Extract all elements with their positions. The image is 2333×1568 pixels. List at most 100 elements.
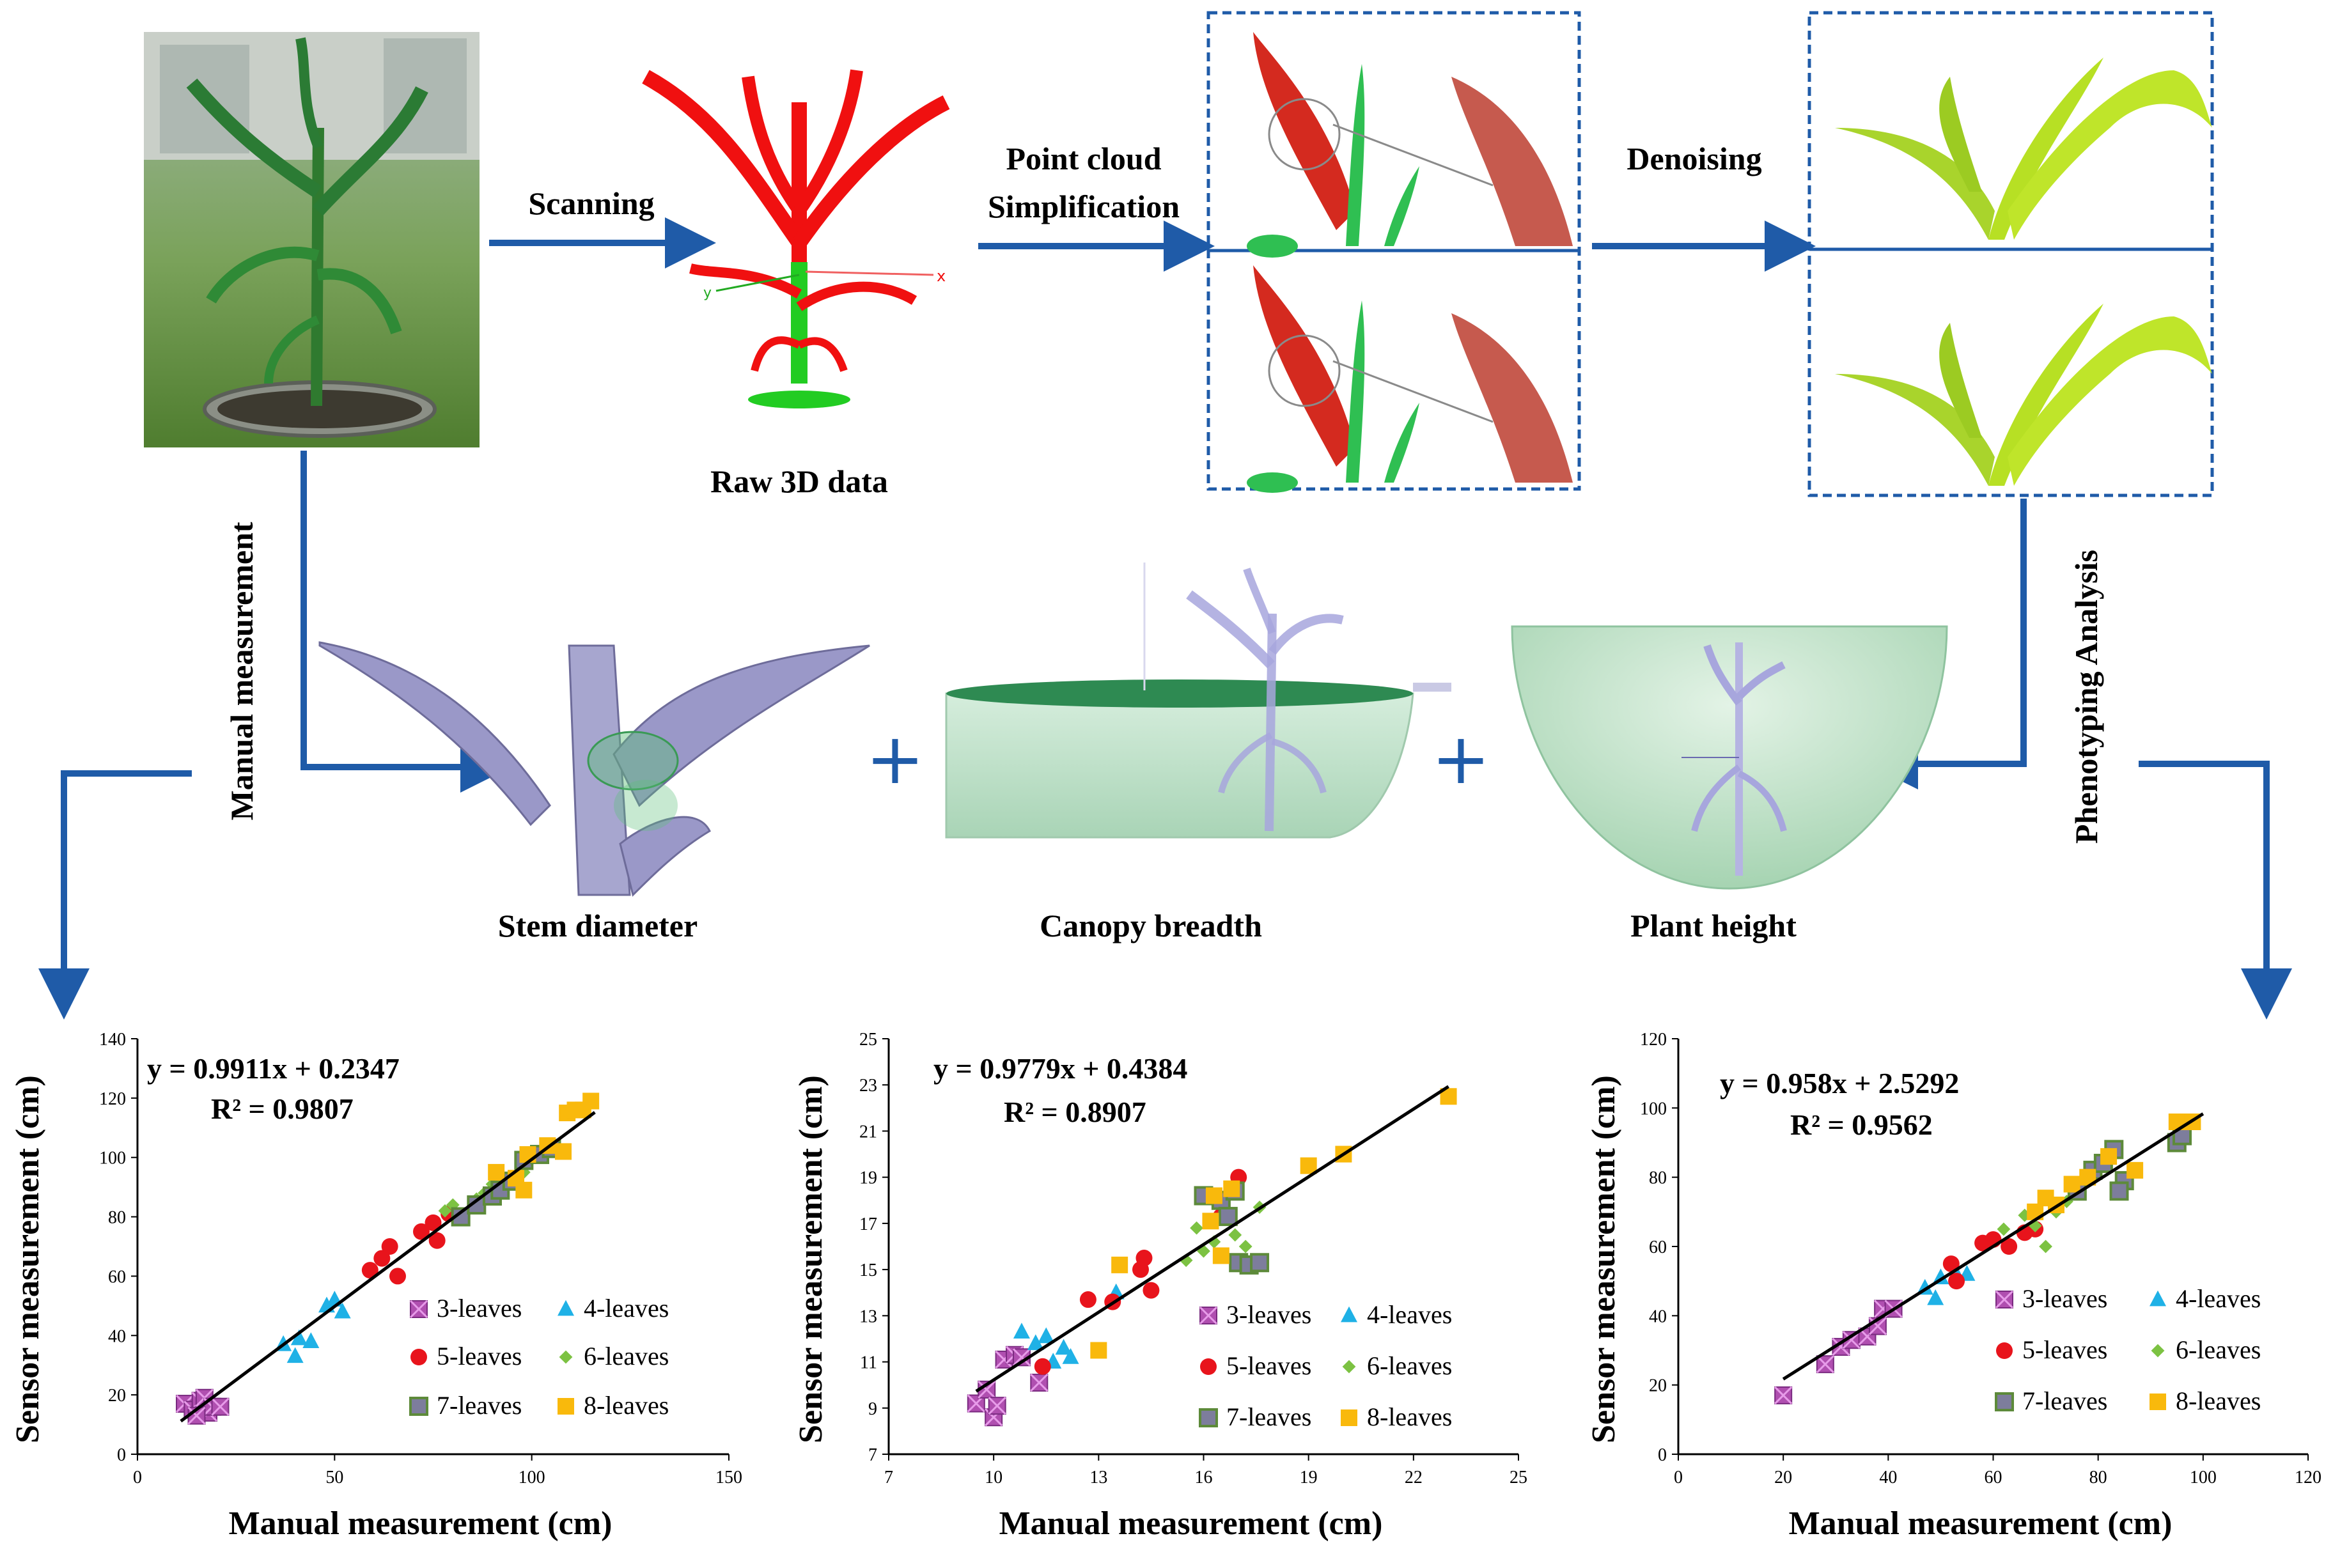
point-7-leaves bbox=[1199, 1408, 1218, 1427]
point-7-leaves bbox=[1250, 1253, 1270, 1273]
point-5-leaves bbox=[1200, 1358, 1217, 1375]
r-squared: R² = 0.8907 bbox=[1004, 1096, 1146, 1128]
point-3-leaves-cross bbox=[978, 1380, 996, 1399]
point-4-leaves bbox=[1027, 1334, 1044, 1351]
x-tick-label: 100 bbox=[519, 1468, 545, 1487]
legend-label-5-leaves: 5-leaves bbox=[437, 1342, 522, 1370]
y-tick-label: 7 bbox=[868, 1445, 877, 1465]
legend-label-7-leaves: 7-leaves bbox=[2022, 1386, 2107, 1415]
x-tick-label: 40 bbox=[1879, 1468, 1897, 1487]
raw-axis-y-label: y bbox=[703, 285, 712, 301]
y-tick-label: 120 bbox=[99, 1089, 126, 1109]
point-5-leaves bbox=[428, 1232, 446, 1249]
point-3-leaves-cross bbox=[1995, 1290, 2014, 1309]
x-tick-label: 22 bbox=[1405, 1468, 1423, 1487]
point-6-leaves bbox=[1207, 1235, 1221, 1249]
point-7-leaves bbox=[409, 1397, 428, 1416]
y-tick-label: 100 bbox=[1640, 1099, 1667, 1119]
denoised-panel bbox=[1807, 11, 2214, 497]
trend-line bbox=[180, 1111, 596, 1423]
scanning-label: Scanning bbox=[528, 185, 654, 221]
legend-label-8-leaves: 8-leaves bbox=[1367, 1402, 1452, 1431]
plant-height-chart: 0 20 40 60 80 100 120 0 20 40 60 80 100 120 Manual mea… bbox=[1586, 1030, 2321, 1542]
point-8-leaves bbox=[1111, 1256, 1128, 1273]
y-tick-label: 0 bbox=[117, 1445, 126, 1465]
point-8-leaves bbox=[558, 1398, 574, 1415]
x-tick-label: 25 bbox=[1510, 1468, 1527, 1487]
simplification-label-line1: Point cloud bbox=[1006, 141, 1161, 176]
point-8-leaves bbox=[1202, 1213, 1219, 1230]
y-axis-title: Sensor measurement (cm) bbox=[10, 1075, 46, 1443]
point-8-leaves bbox=[2150, 1393, 2166, 1410]
x-tick-label: 13 bbox=[1089, 1468, 1107, 1487]
y-tick-label: 40 bbox=[108, 1326, 126, 1346]
y-tick-label: 80 bbox=[108, 1208, 126, 1228]
point-3-leaves-cross bbox=[1842, 1331, 1861, 1349]
point-8-leaves bbox=[1090, 1342, 1107, 1359]
point-7-leaves bbox=[2109, 1181, 2129, 1201]
point-4-leaves bbox=[286, 1347, 304, 1363]
x-tick-label: 10 bbox=[985, 1468, 1003, 1487]
point-5-leaves bbox=[1135, 1250, 1153, 1267]
point-8-leaves bbox=[1300, 1157, 1317, 1174]
point-7-leaves-box bbox=[409, 1397, 428, 1416]
y-axis-title: Sensor measurement (cm) bbox=[1586, 1075, 1622, 1443]
canopy-breadth-model bbox=[945, 563, 1451, 839]
point-3-leaves-cross bbox=[1774, 1386, 1793, 1404]
y-tick-label: 15 bbox=[859, 1261, 877, 1280]
y-tick-label: 40 bbox=[1649, 1307, 1667, 1326]
x-tick-label: 100 bbox=[2190, 1468, 2217, 1487]
raw-3d-data-caption: Raw 3D data bbox=[710, 463, 888, 499]
point-4-leaves bbox=[558, 1300, 574, 1316]
x-tick-label: 20 bbox=[1774, 1468, 1792, 1487]
manual-to-chart-arrow bbox=[38, 770, 192, 1020]
point-4-leaves bbox=[302, 1332, 320, 1348]
point-7-leaves-box bbox=[1218, 1207, 1238, 1227]
phenotyping-to-height-arrow bbox=[1867, 499, 2027, 789]
y-tick-label: 19 bbox=[859, 1168, 877, 1188]
legend-label-6-leaves: 6-leaves bbox=[1367, 1351, 1452, 1380]
r-squared: R² = 0.9807 bbox=[211, 1092, 354, 1125]
legend-label-4-leaves: 4-leaves bbox=[2176, 1284, 2261, 1313]
point-6-leaves bbox=[1228, 1228, 1242, 1242]
legend-label-5-leaves: 5-leaves bbox=[2022, 1335, 2107, 1364]
point-6-leaves bbox=[2039, 1239, 2052, 1254]
point-5-leaves bbox=[1079, 1291, 1096, 1308]
y-tick-label: 17 bbox=[859, 1215, 877, 1234]
point-4-leaves bbox=[1055, 1339, 1072, 1355]
point-8-leaves bbox=[1223, 1180, 1240, 1197]
raw-axis-x-label: x bbox=[937, 267, 946, 285]
point-6-leaves bbox=[2028, 1219, 2042, 1232]
x-tick-label: 150 bbox=[715, 1468, 742, 1487]
point-4-leaves bbox=[1927, 1289, 1944, 1305]
point-8-leaves bbox=[582, 1092, 600, 1110]
point-3-leaves-cross bbox=[1816, 1355, 1834, 1374]
x-tick-label: 80 bbox=[2089, 1468, 2107, 1487]
x-tick-label: 19 bbox=[1300, 1468, 1318, 1487]
point-3-leaves bbox=[1199, 1306, 1218, 1325]
denoising-label: Denoising bbox=[1627, 141, 1761, 176]
point-3-leaves-cross bbox=[187, 1406, 206, 1425]
plus-sign-1: + bbox=[866, 718, 925, 800]
y-tick-label: 11 bbox=[860, 1353, 877, 1373]
x-tick-label: 50 bbox=[325, 1468, 343, 1487]
point-5-leaves bbox=[1996, 1342, 2013, 1359]
point-8-leaves bbox=[2063, 1176, 2080, 1193]
point-3-leaves bbox=[988, 1397, 1006, 1415]
point-5-leaves bbox=[361, 1262, 378, 1279]
point-3-leaves-cross bbox=[1868, 1317, 1887, 1335]
legend-label-3-leaves: 3-leaves bbox=[1226, 1300, 1311, 1329]
x-tick-label: 7 bbox=[884, 1468, 893, 1487]
phenotyping-to-chart-arrow bbox=[2139, 761, 2292, 1020]
legend-label-7-leaves: 7-leaves bbox=[437, 1391, 522, 1420]
point-4-leaves bbox=[334, 1302, 351, 1319]
point-4-leaves bbox=[1341, 1306, 1357, 1323]
point-7-leaves-box bbox=[2109, 1181, 2129, 1201]
point-3-leaves bbox=[211, 1397, 230, 1416]
y-tick-label: 20 bbox=[108, 1386, 126, 1406]
point-5-leaves bbox=[413, 1223, 430, 1240]
legend-label-8-leaves: 8-leaves bbox=[2176, 1386, 2261, 1415]
point-7-leaves bbox=[1218, 1207, 1238, 1227]
point-6-leaves bbox=[559, 1350, 573, 1364]
point-5-leaves bbox=[1948, 1273, 1965, 1290]
